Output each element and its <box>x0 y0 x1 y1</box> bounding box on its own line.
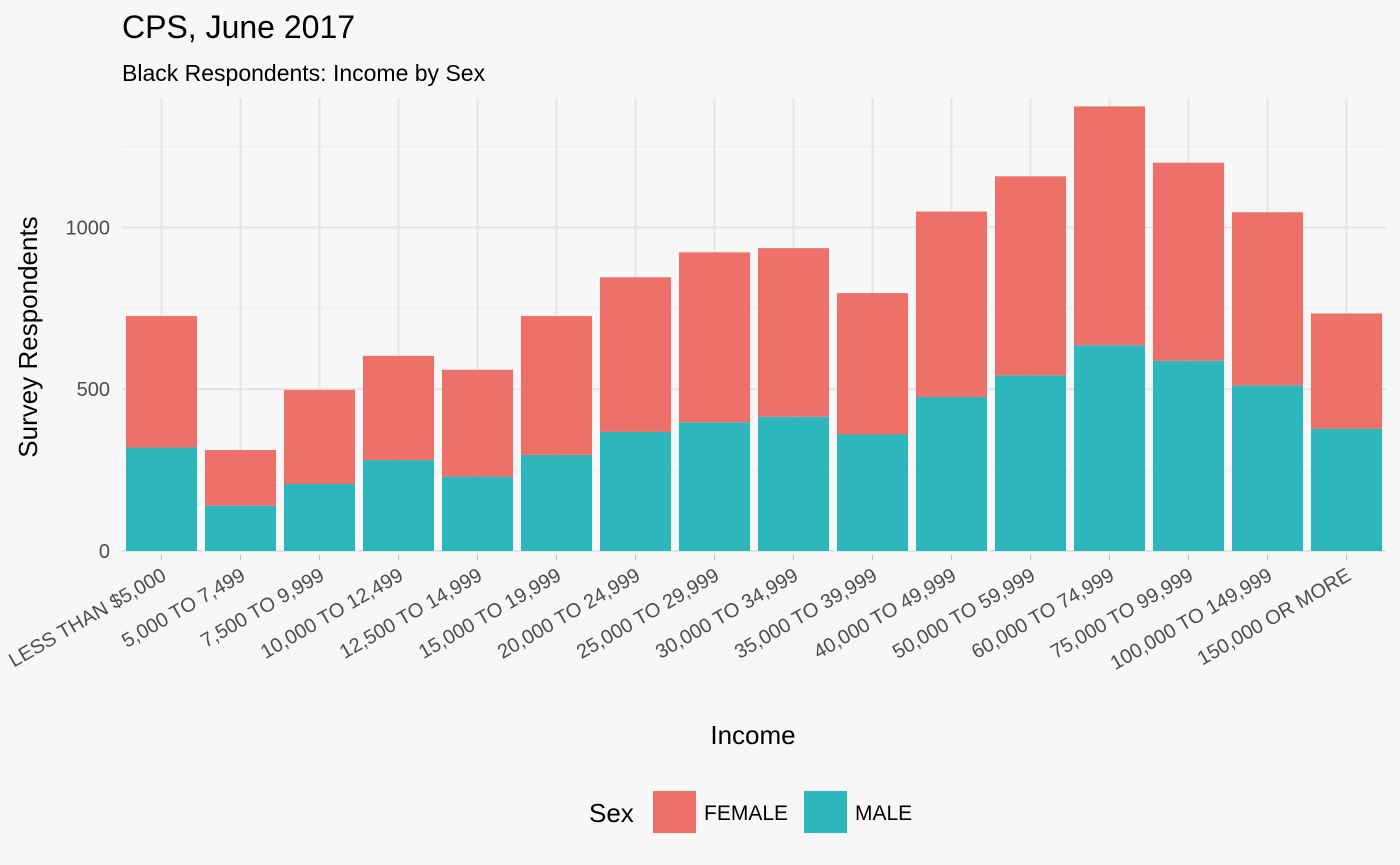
bar-male <box>1231 385 1304 551</box>
y-tick-label: 1000 <box>66 217 111 239</box>
x-tick-label: 12,500 TO 14,999 <box>336 564 486 663</box>
x-tick-label: 35,000 TO 39,999 <box>731 564 881 663</box>
bar-male <box>362 460 435 551</box>
legend-title: Sex <box>589 798 634 828</box>
bar-female <box>757 248 830 417</box>
x-tick-label: 40,000 TO 49,999 <box>810 564 960 663</box>
bar-female <box>283 389 356 485</box>
x-tick-label: 25,000 TO 29,999 <box>573 564 723 663</box>
bars <box>125 106 1383 551</box>
y-tick-label: 500 <box>77 379 110 401</box>
bar-male <box>283 484 356 551</box>
bar-male <box>1073 345 1146 551</box>
bar-male <box>441 476 514 551</box>
bar-male <box>125 447 198 551</box>
bar-male <box>599 431 672 551</box>
bar-female <box>1231 212 1304 386</box>
bar-female <box>678 252 751 423</box>
x-tick-label: 60,000 TO 74,999 <box>968 564 1118 663</box>
x-tick-label: 10,000 TO 12,499 <box>257 564 407 663</box>
legend-swatch-female <box>653 791 696 833</box>
chart-subtitle: Black Respondents: Income by Sex <box>122 60 486 86</box>
bar-female <box>125 316 198 448</box>
bar-male <box>1310 428 1383 551</box>
x-tick-label: 15,000 TO 19,999 <box>415 564 565 663</box>
bar-male <box>1152 360 1225 551</box>
bar-female <box>1152 162 1225 361</box>
bar-male <box>915 396 988 551</box>
bar-male <box>678 422 751 551</box>
y-tick-label: 0 <box>99 541 110 563</box>
legend-label-female: FEMALE <box>704 802 788 825</box>
bar-male <box>757 416 830 551</box>
legend: Sex FEMALE MALE <box>589 791 912 833</box>
bar-male <box>204 505 277 551</box>
bar-female <box>520 316 593 455</box>
x-tick-label: 50,000 TO 59,999 <box>889 564 1039 663</box>
x-tick-label: 30,000 TO 34,999 <box>652 564 802 663</box>
chart-title: CPS, June 2017 <box>122 9 355 45</box>
x-tick-label: 150,000 OR MORE <box>1194 564 1355 670</box>
y-axis-title: Survey Respondents <box>13 216 43 457</box>
x-tick-label: 20,000 TO 24,999 <box>494 564 644 663</box>
legend-label-male: MALE <box>855 802 912 825</box>
bar-female <box>599 277 672 432</box>
bar-female <box>204 450 277 506</box>
bar-male <box>520 454 593 551</box>
bar-female <box>1310 313 1383 429</box>
legend-swatch-male <box>804 791 847 833</box>
bar-male <box>994 375 1067 551</box>
bar-female <box>836 293 909 435</box>
bar-female <box>441 369 514 477</box>
y-axis-ticks: 0 500 1000 <box>66 217 111 563</box>
bar-female <box>994 176 1067 376</box>
bar-female <box>1073 106 1146 346</box>
bar-female <box>915 211 988 397</box>
bar-male <box>836 434 909 551</box>
x-axis-title: Income <box>710 720 795 750</box>
bar-female <box>362 355 435 461</box>
